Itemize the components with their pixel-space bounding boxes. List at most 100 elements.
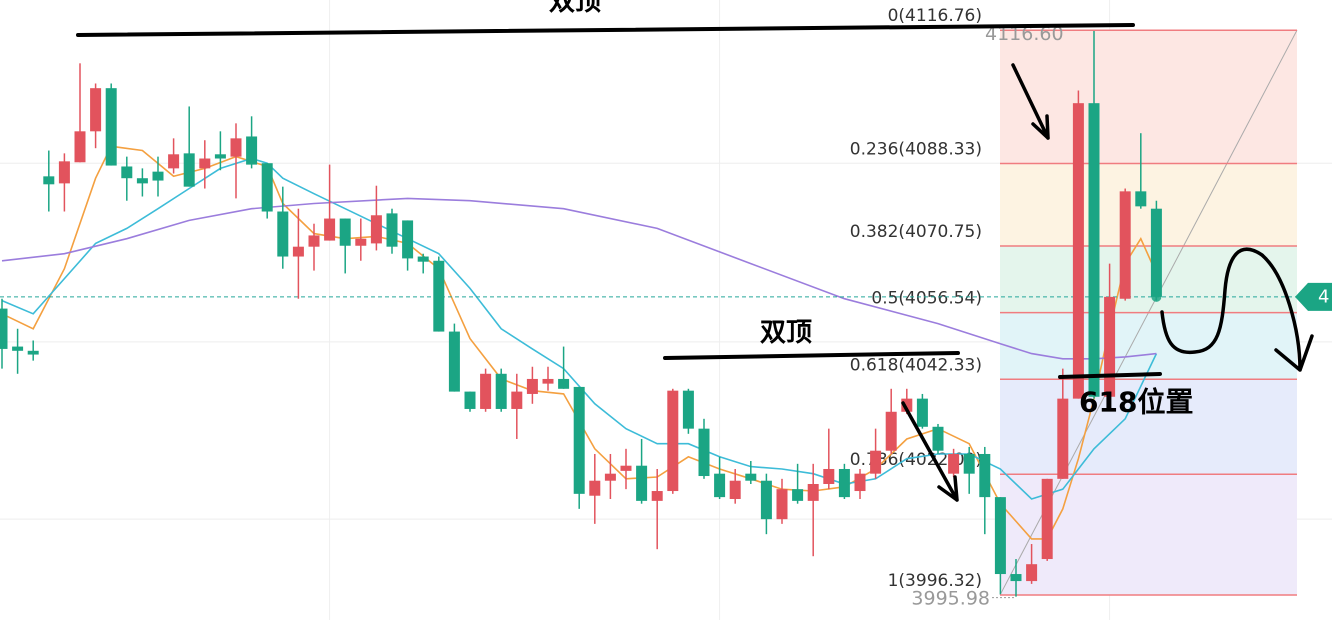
candle-body (261, 163, 273, 212)
candle-body (417, 256, 429, 262)
candle-body (589, 480, 601, 496)
candle-body (714, 473, 726, 498)
fib-band (1000, 379, 1297, 475)
candle-body (0, 308, 8, 349)
candle-body (1072, 103, 1084, 399)
candle-body (1119, 191, 1131, 299)
candle-body (636, 465, 648, 501)
candle-body (1104, 296, 1116, 397)
candle-body (58, 161, 70, 184)
candle-body (230, 138, 242, 157)
candle-body (480, 373, 492, 409)
candle-body (136, 178, 148, 184)
price-tag (1295, 282, 1332, 311)
candle-body (433, 260, 445, 332)
candle-body (1150, 208, 1162, 297)
annotations-layer: 双顶 双顶 618位置 (76, 0, 1314, 502)
candle-body (932, 426, 944, 451)
candle-body (979, 453, 991, 498)
annotation-text: 双顶 (549, 0, 601, 17)
candle-body (542, 378, 554, 384)
candle-body (526, 378, 538, 394)
candle-body (573, 386, 585, 494)
candle-body (277, 211, 289, 257)
candle-body (604, 473, 616, 481)
candle-body (698, 428, 710, 477)
price-tag-text: 4 (1318, 286, 1329, 307)
high-marker-label: 4116.60 (985, 23, 1064, 45)
fib-level-label: 0(4116.76) (888, 6, 982, 26)
candle-body (105, 88, 117, 166)
annotation-text: 双顶 (760, 318, 812, 348)
candle-body (90, 88, 102, 132)
forecast-arrow (1160, 247, 1314, 372)
candle-body (792, 489, 804, 501)
candle-body (448, 331, 460, 392)
double-top-line (76, 23, 1135, 37)
candle-body (1010, 574, 1022, 582)
candle-body (355, 238, 367, 246)
fib-band (1000, 312, 1297, 380)
fib-level-label: 0.382(4070.75) (850, 222, 982, 242)
candle-body (495, 373, 507, 409)
arrow (1011, 63, 1050, 140)
fib-level-label: 1(3996.32) (888, 571, 982, 591)
candle-body (651, 491, 663, 501)
fib-level-label: 0.618(4042.33) (850, 355, 982, 375)
candle-body (558, 378, 570, 389)
candle-body (27, 350, 39, 355)
candle-body (838, 468, 850, 498)
candle-body (168, 154, 180, 169)
candle-body (308, 235, 320, 247)
fib-level-label: 0.786(4022.09) (850, 450, 982, 470)
candle-body (948, 453, 960, 474)
marks-layer: 0(4116.76) 0.236(4088.33) 0.382(4070.75) 0.… (0, 6, 1332, 610)
candle-body (121, 166, 133, 179)
candle-body (214, 154, 226, 159)
candle-body (1026, 564, 1038, 582)
candle-body (1135, 191, 1147, 207)
candle-body (246, 136, 258, 165)
candle-body (324, 218, 336, 241)
candle-body (1041, 478, 1053, 560)
candle-body (823, 468, 835, 484)
candle-body (885, 411, 897, 451)
last-price-dot (1151, 291, 1162, 302)
candle-body (152, 171, 164, 181)
candle-body (292, 246, 304, 257)
candle-body (370, 215, 382, 244)
candle-body (511, 391, 523, 409)
candle-body (994, 497, 1006, 575)
candle-body (667, 390, 679, 492)
indicator-line (1, 197, 1157, 360)
low-marker-label: 3995.98 (911, 588, 990, 610)
fib-band (1000, 30, 1297, 164)
fib-level-label: 0.5(4056.54) (871, 289, 982, 309)
candle-body (464, 391, 476, 409)
candle-body (807, 483, 819, 501)
candle-body (916, 398, 928, 427)
candle-body (1088, 103, 1100, 397)
candle-body (854, 473, 866, 492)
double-top-line (663, 351, 960, 360)
candle-body (74, 131, 86, 163)
fib-level-label: 0.236(4088.33) (850, 140, 982, 160)
fib-band (1000, 163, 1297, 246)
candle-body (402, 220, 414, 259)
candle-body (620, 465, 632, 471)
candle-body (963, 453, 975, 474)
support-line (1058, 372, 1162, 379)
candle-body (745, 473, 757, 481)
candle-body (776, 489, 788, 520)
candle-body (339, 218, 351, 246)
candle-body (760, 480, 772, 520)
candle-body (870, 450, 882, 474)
candle-body (199, 158, 211, 169)
annotation-text: 618位置 (1079, 386, 1193, 419)
candle-body (901, 398, 913, 412)
candle-body (43, 176, 55, 185)
candle-body (183, 153, 195, 187)
